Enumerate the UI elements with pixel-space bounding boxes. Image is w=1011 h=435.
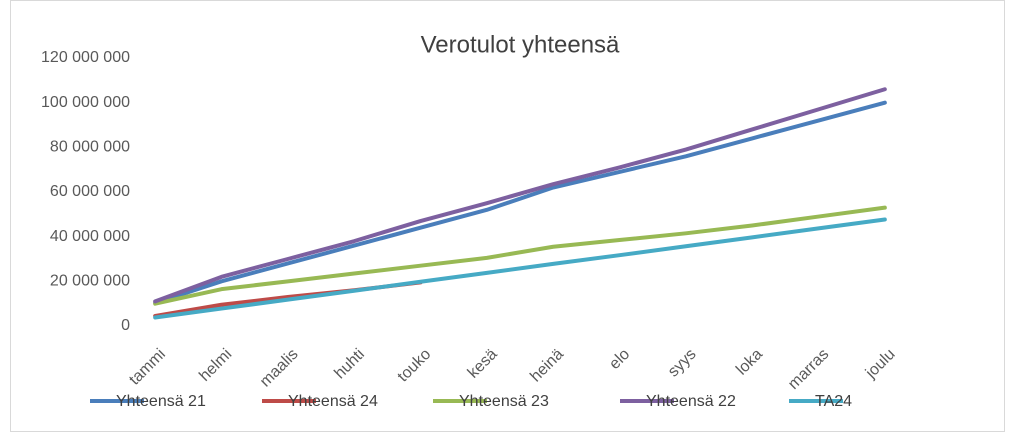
series-line [153, 217, 887, 320]
y-tick-label: 0 [121, 317, 130, 334]
y-tick-label: 40 000 000 [50, 228, 130, 245]
chart-title: Verotulot yhteensä [421, 31, 620, 58]
legend-label: Yhteensä 22 [646, 393, 736, 410]
legend-label: Yhteensä 23 [459, 393, 549, 410]
y-tick-label: 80 000 000 [50, 139, 130, 156]
legend-label: Yhteensä 21 [116, 393, 206, 410]
legend-label: Yhteensä 24 [288, 393, 378, 410]
chart-frame [10, 0, 1005, 432]
series-line [153, 100, 887, 305]
series-line [153, 87, 887, 304]
y-tick-label: 100 000 000 [41, 94, 130, 111]
series-line [153, 205, 887, 306]
y-tick-label: 120 000 000 [41, 49, 130, 66]
legend-label: TA24 [815, 393, 852, 410]
y-tick-label: 20 000 000 [50, 273, 130, 290]
y-tick-label: 60 000 000 [50, 183, 130, 200]
